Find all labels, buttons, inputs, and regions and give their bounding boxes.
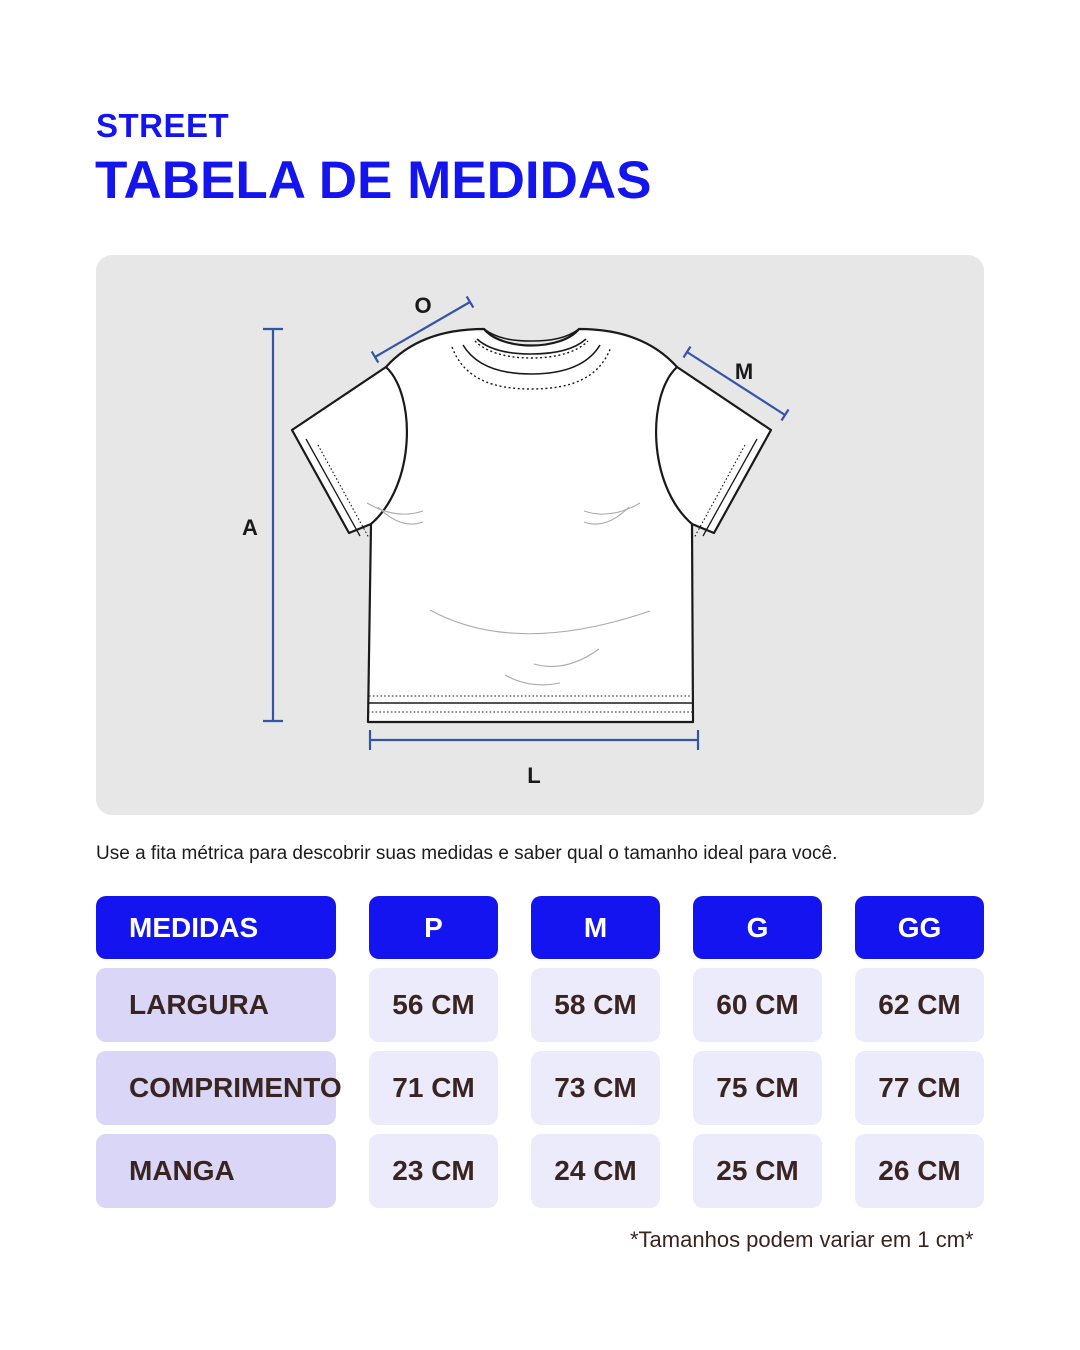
svg-text:M: M (735, 359, 753, 384)
svg-text:O: O (414, 293, 431, 318)
svg-text:L: L (527, 763, 540, 788)
svg-text:A: A (242, 515, 258, 540)
